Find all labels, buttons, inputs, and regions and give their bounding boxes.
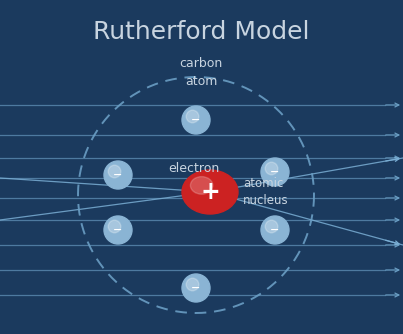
Circle shape	[265, 162, 278, 175]
Circle shape	[261, 158, 289, 186]
Text: −: −	[113, 170, 123, 180]
Circle shape	[186, 278, 199, 291]
Text: −: −	[191, 283, 201, 293]
Circle shape	[108, 165, 121, 178]
Text: −: −	[113, 225, 123, 235]
Ellipse shape	[182, 170, 238, 214]
Circle shape	[265, 220, 278, 233]
Circle shape	[104, 216, 132, 244]
Text: electron: electron	[168, 162, 219, 174]
Text: atomic
nucleus: atomic nucleus	[243, 177, 289, 207]
Ellipse shape	[190, 177, 213, 194]
Circle shape	[182, 274, 210, 302]
Text: −: −	[270, 167, 280, 177]
Circle shape	[186, 110, 199, 123]
Text: Rutherford Model: Rutherford Model	[93, 20, 310, 44]
Text: carbon
atom: carbon atom	[179, 57, 222, 88]
Circle shape	[104, 161, 132, 189]
Text: +: +	[200, 180, 220, 204]
Circle shape	[108, 220, 121, 233]
Circle shape	[182, 106, 210, 134]
Text: −: −	[270, 225, 280, 235]
Circle shape	[261, 216, 289, 244]
Text: −: −	[191, 115, 201, 125]
